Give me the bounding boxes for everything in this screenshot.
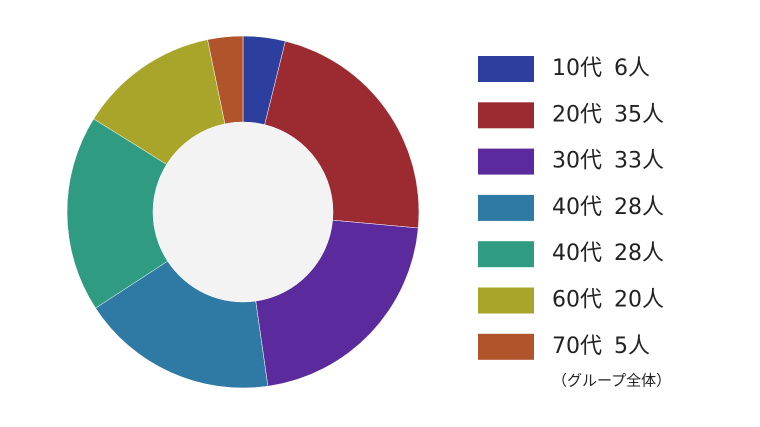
legend-label: 30代 [552,149,602,174]
legend-swatch [478,333,534,360]
legend-label: 20代 [552,102,602,127]
legend-value: 20人 [614,288,664,313]
legend-swatch [478,287,534,314]
legend-swatch [478,148,534,175]
legend-value: 5人 [614,334,650,359]
legend-label: 40代 [552,195,602,220]
legend-swatch [478,241,534,268]
legend-label: 70代 [552,334,602,359]
legend-label: 60代 [552,288,602,313]
legend-value: 6人 [614,56,650,81]
legend-swatch [478,194,534,221]
legend-value: 33人 [614,149,664,174]
legend-note: （グループ全体） [552,372,671,390]
legend-value: 35人 [614,102,664,127]
legend-label: 10代 [552,56,602,81]
donut-hole [153,122,333,302]
legend-label: 40代 [552,241,602,266]
legend-swatch [478,56,534,82]
legend-value: 28人 [614,195,664,220]
legend-value: 28人 [614,241,664,266]
legend-swatch [478,102,534,129]
